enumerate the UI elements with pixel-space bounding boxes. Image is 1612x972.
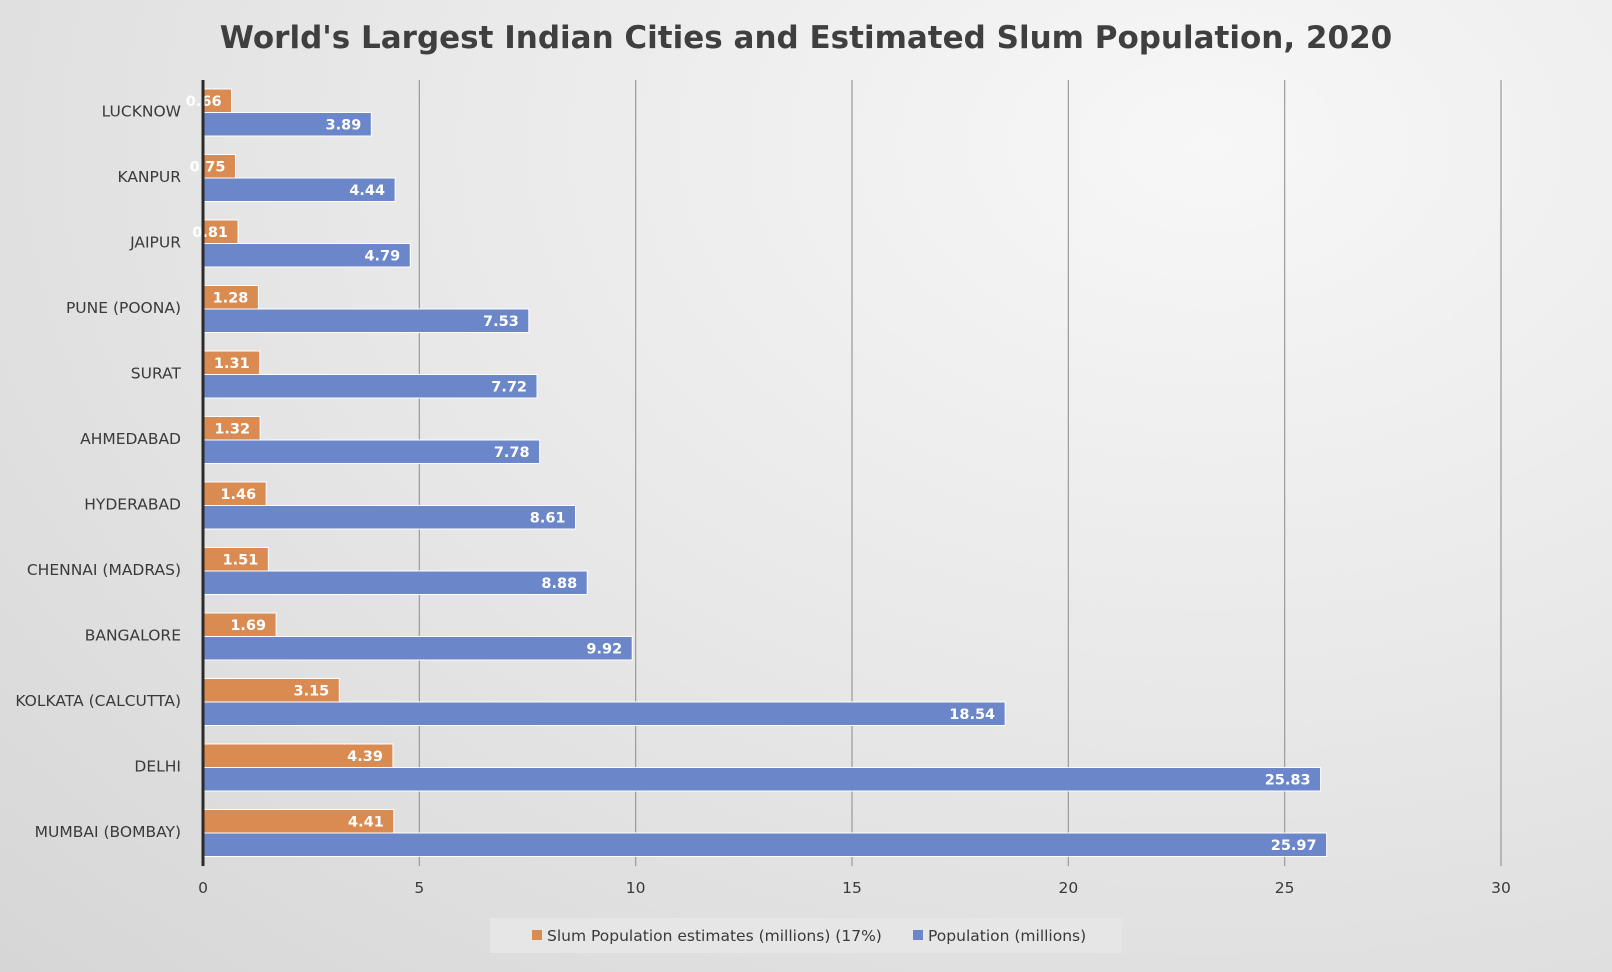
legend-swatch-slum [532, 930, 542, 940]
chart-title: World's Largest Indian Cities and Estima… [220, 20, 1392, 56]
bars: 0.663.890.754.440.814.791.287.531.317.72… [186, 88, 1328, 857]
bar-population [202, 570, 588, 595]
bar-population [202, 767, 1322, 792]
data-label: 1.32 [214, 421, 250, 437]
category-label: LUCKNOW [102, 103, 181, 121]
data-label: 1.51 [223, 552, 259, 568]
legend-box [490, 918, 1122, 953]
category-labels: LUCKNOW KANPUR JAIPUR PUNE (POONA) SURAT AHME… [15, 103, 181, 842]
x-tick-label: 20 [1058, 879, 1078, 897]
bar-population [202, 439, 541, 464]
gridlines [418, 80, 1502, 866]
legend-swatch-population [913, 930, 923, 940]
category-label: MUMBAI (BOMBAY) [35, 823, 181, 841]
data-label: 3.89 [326, 117, 362, 133]
x-tick-label: 10 [626, 879, 646, 897]
legend-label-slum: Slum Population estimates (millions) (17… [547, 927, 882, 945]
data-label: 4.44 [349, 183, 385, 199]
category-label: SURAT [131, 365, 182, 383]
data-label: 0.75 [190, 159, 226, 175]
data-label: 4.79 [364, 248, 400, 264]
data-label: 0.81 [192, 225, 228, 241]
category-label: DELHI [134, 758, 181, 776]
data-label: 4.41 [348, 814, 384, 830]
data-label: 9.92 [586, 641, 622, 657]
category-label: JAIPUR [129, 234, 181, 252]
data-label: 7.53 [483, 314, 519, 330]
category-label: KOLKATA (CALCUTTA) [15, 692, 181, 710]
bar-population [202, 308, 530, 333]
data-label: 1.46 [220, 487, 256, 503]
data-label: 18.54 [949, 707, 995, 723]
data-label: 1.28 [213, 290, 249, 306]
category-label: KANPUR [117, 168, 181, 186]
data-label: 8.88 [541, 576, 577, 592]
category-label: HYDERABAD [84, 496, 181, 514]
bar-population [202, 374, 538, 399]
data-label: 1.31 [214, 356, 250, 372]
x-tick-label: 0 [198, 879, 208, 897]
category-label: CHENNAI (MADRAS) [27, 561, 181, 579]
bar-population [202, 505, 577, 530]
x-tick-labels: 0 5 10 15 20 25 30 [198, 879, 1511, 897]
category-label: AHMEDABAD [80, 430, 181, 448]
data-label: 1.69 [230, 618, 266, 634]
data-label: 4.39 [347, 749, 383, 765]
data-label: 8.61 [530, 510, 566, 526]
data-label: 7.78 [494, 445, 530, 461]
data-label: 25.97 [1271, 838, 1317, 854]
data-label: 3.15 [294, 683, 330, 699]
x-tick-label: 15 [842, 879, 862, 897]
bar-population [202, 636, 633, 661]
x-tick-label: 5 [414, 879, 424, 897]
bar-population [202, 832, 1328, 857]
category-label: PUNE (POONA) [66, 299, 181, 317]
category-label: BANGALORE [85, 627, 181, 645]
legend: Slum Population estimates (millions) (17… [490, 918, 1122, 953]
x-tick-label: 30 [1491, 879, 1511, 897]
x-tick-label: 25 [1275, 879, 1295, 897]
legend-label-population: Population (millions) [928, 927, 1086, 945]
bar-population [202, 701, 1006, 726]
data-label: 7.72 [491, 379, 527, 395]
data-label: 25.83 [1265, 772, 1311, 788]
